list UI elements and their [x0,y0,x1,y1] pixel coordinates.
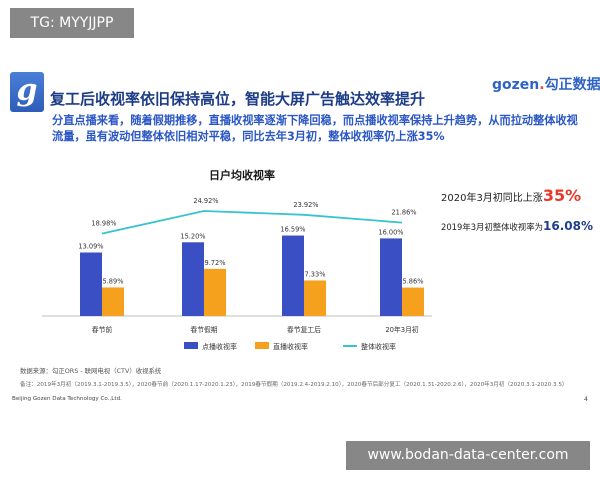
bar-vod [282,235,304,316]
share-value: 16.08% [543,219,594,233]
brand-dot: . [539,77,545,93]
watermark-top-left: TG: MYYJJPP [10,8,134,38]
brand-cn: 勾正数据 [544,77,600,93]
logo-letter: g [16,73,38,108]
page-number: 4 [584,396,588,403]
page-title: 复工后收视率依旧保持高位，智能大屏广告触达效率提升 [50,90,426,108]
brand-name: gozen [492,77,540,93]
gozen-logo-icon: g [10,72,44,112]
bar-vod [80,252,102,316]
data-label: 7.33% [305,270,326,278]
chart-title: 日户均收视率 [209,168,275,182]
line-data-label: 23.92% [293,201,318,209]
bar-live [102,287,124,316]
legend-label: 点播收视率 [202,342,237,351]
yoy-callout: 2020年3月初同比上涨35% [441,186,581,205]
yoy-text: 2020年3月初同比上涨 [441,193,543,204]
line-overall [101,210,403,235]
data-label: 16.00% [378,228,403,236]
x-tick-label: 春节复工后 [287,325,321,334]
data-label: 15.20% [180,232,205,240]
data-label: 5.86% [403,278,424,286]
legend-label: 整体收视率 [361,342,396,351]
data-label: 16.59% [280,226,305,234]
data-label: 9.72% [205,259,226,267]
legend-label: 直播收视率 [273,342,308,351]
share-text: 2019年3月初整体收视率为 [441,222,544,232]
yoy-value: 35% [542,186,582,205]
brand-logo: gozen.勾正数据 [492,74,600,94]
share-callout: 2019年3月初整体收视率为16.08% [441,219,593,233]
footnote: 备注：2019年3月初（2019.3.1-2019.3.5），2020春节前（2… [20,382,568,388]
bar-live [204,268,226,316]
data-label: 5.89% [103,277,124,285]
line-data-label: 24.92% [193,197,218,205]
line-data-label: 21.86% [391,209,416,217]
bar-vod [380,238,402,316]
x-tick-label: 春节假期 [190,325,217,334]
line-data-label: 18.98% [91,220,116,228]
bar-live [402,287,424,316]
x-tick-label: 春节前 [92,325,113,334]
legend-swatch [184,342,198,349]
x-tick-label: 20年3月初 [385,325,419,334]
company-footer: Beijing Gozen Data Technology Co.,Ltd. [12,396,122,402]
bar-live [304,280,326,316]
bar-vod [182,242,204,316]
watermark-bottom-right: www.bodan-data-center.com [346,441,590,470]
legend-swatch [255,342,269,349]
data-label: 13.09% [78,243,103,251]
data-source: 数据来源：勾正ORS - 联网电视（CTV）收视系统 [20,367,162,375]
legend: 点播收视率 直播收视率 整体收视率 [184,342,396,351]
subtitle: 分直点播来看，随着假期推移，直播收视率逐渐下降回稳，而点播收视率保持上升趋势，从… [52,114,578,143]
